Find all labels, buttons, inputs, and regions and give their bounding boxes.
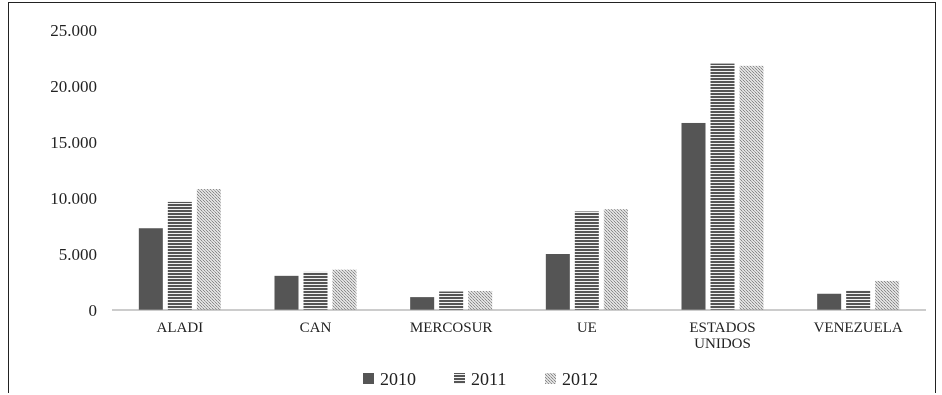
- y-tick-label: 15.000: [50, 133, 97, 152]
- bar-2012: [196, 189, 221, 310]
- bar-2011: [846, 290, 871, 310]
- legend-label-2011: 2011: [471, 369, 506, 389]
- bar-2012: [739, 65, 764, 310]
- bar-2010: [138, 228, 163, 310]
- bar-2010: [274, 275, 299, 310]
- legend-label-2010: 2010: [380, 369, 416, 389]
- bar-2012: [468, 290, 493, 310]
- x-tick-label: CAN: [300, 320, 332, 336]
- y-tick-label: 0: [89, 301, 98, 320]
- bar-2012: [603, 209, 628, 310]
- bars: [138, 63, 900, 311]
- legend-label-2012: 2012: [562, 369, 598, 389]
- y-axis: 0 5.000 10.000 15.000 20.000 25.000: [50, 21, 97, 320]
- bar-2012: [332, 269, 357, 310]
- bar-2010: [817, 293, 842, 310]
- x-tick-label: MERCOSUR: [410, 320, 493, 336]
- y-tick-label: 5.000: [59, 245, 97, 264]
- legend-swatch-2011: [454, 373, 465, 384]
- legend: 2010 2011 2012: [363, 369, 598, 389]
- x-tick-label: UE: [577, 320, 597, 336]
- chart-frame: [8, 2, 936, 393]
- y-tick-label: 10.000: [50, 189, 97, 208]
- bar-2010: [681, 122, 706, 311]
- x-tick-label: ALADI: [157, 320, 204, 336]
- bar-2011: [303, 271, 328, 310]
- bar-2011: [710, 63, 735, 310]
- bar-2010: [410, 297, 435, 310]
- x-tick-label: ESTADOS UNIDOS: [689, 320, 755, 352]
- y-tick-label: 25.000: [50, 21, 97, 40]
- x-axis-labels: ALADI CAN MERCOSUR UE ESTADOS UNIDOS VENEZUELA: [157, 320, 903, 352]
- bar-2011: [167, 201, 192, 310]
- bar-2011: [574, 211, 599, 310]
- bar-2012: [875, 280, 900, 310]
- y-tick-label: 20.000: [50, 77, 97, 96]
- legend-swatch-2010: [363, 373, 374, 384]
- bar-2011: [439, 291, 464, 310]
- bar-2010: [545, 254, 570, 310]
- legend-swatch-2012: [545, 373, 556, 384]
- x-tick-label: VENEZUELA: [814, 320, 903, 336]
